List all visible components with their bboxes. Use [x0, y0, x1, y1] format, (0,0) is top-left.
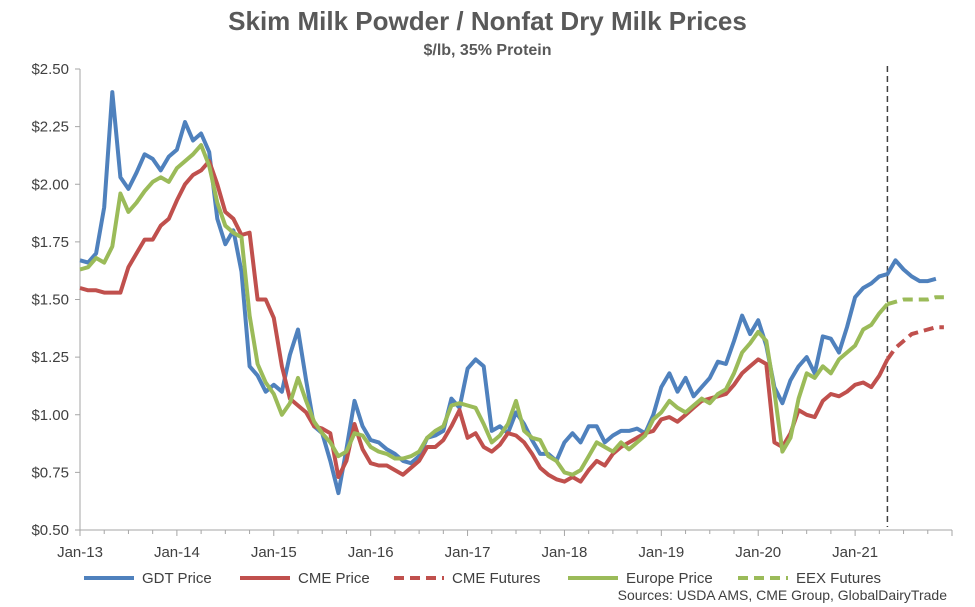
x-tick-label: Jan-14 — [154, 544, 200, 561]
legend-item-cme-price: CME Price — [238, 568, 370, 588]
series-line-cme-futures — [885, 325, 944, 361]
x-tick-label: Jan-17 — [445, 544, 491, 561]
y-tick-label: $1.50 — [31, 292, 69, 309]
legend-swatch-cme-futures — [394, 576, 444, 580]
legend-item-europe-price: Europe Price — [566, 568, 713, 588]
series-line-cme-price — [79, 159, 890, 484]
legend-label-eex-futures: EEX Futures — [796, 569, 882, 587]
y-tick-label: $2.00 — [31, 176, 69, 193]
legend-label-europe-price: Europe Price — [626, 569, 713, 587]
legend-item-gdt-price: GDT Price — [82, 568, 212, 588]
chart-title: Skim Milk Powder / Nonfat Dry Milk Price… — [228, 6, 747, 36]
series-line-europe-price — [79, 143, 889, 477]
y-tick-label: $1.00 — [31, 407, 69, 424]
y-tick-label: $1.25 — [31, 349, 69, 366]
legend-item-cme-futures: CME Futures — [392, 568, 540, 588]
legend-swatch-eex-futures — [738, 576, 788, 580]
x-tick-label: Jan-19 — [638, 544, 684, 561]
x-tick-label: Jan-21 — [832, 544, 878, 561]
legend-label-gdt-price: GDT Price — [142, 569, 212, 587]
chart-subtitle: $/lb, 35% Protein — [423, 42, 552, 59]
x-tick-label: Jan-15 — [251, 544, 297, 561]
series-line-eex-futures — [886, 295, 944, 307]
x-tick-label: Jan-18 — [542, 544, 588, 561]
legend-swatch-gdt-price — [84, 576, 134, 580]
y-tick-label: $0.50 — [31, 522, 69, 539]
sources-note: Sources: USDA AMS, CME Group, GlobalDair… — [617, 587, 947, 603]
y-tick-label: $1.75 — [31, 234, 69, 251]
x-tick-label: Jan-16 — [348, 544, 394, 561]
y-tick-label: $2.25 — [31, 119, 69, 136]
legend-swatch-cme-price — [240, 576, 290, 580]
legend-label-cme-price: CME Price — [298, 569, 370, 587]
y-tick-label: $0.75 — [31, 464, 69, 481]
legend-label-cme-futures: CME Futures — [452, 569, 541, 587]
x-tick-label: Jan-13 — [57, 544, 103, 561]
legend-item-eex-futures: EEX Futures — [736, 568, 881, 588]
x-tick-label: Jan-20 — [735, 544, 781, 561]
y-tick-label: $2.50 — [31, 61, 69, 78]
legend-swatch-europe-price — [568, 576, 618, 580]
